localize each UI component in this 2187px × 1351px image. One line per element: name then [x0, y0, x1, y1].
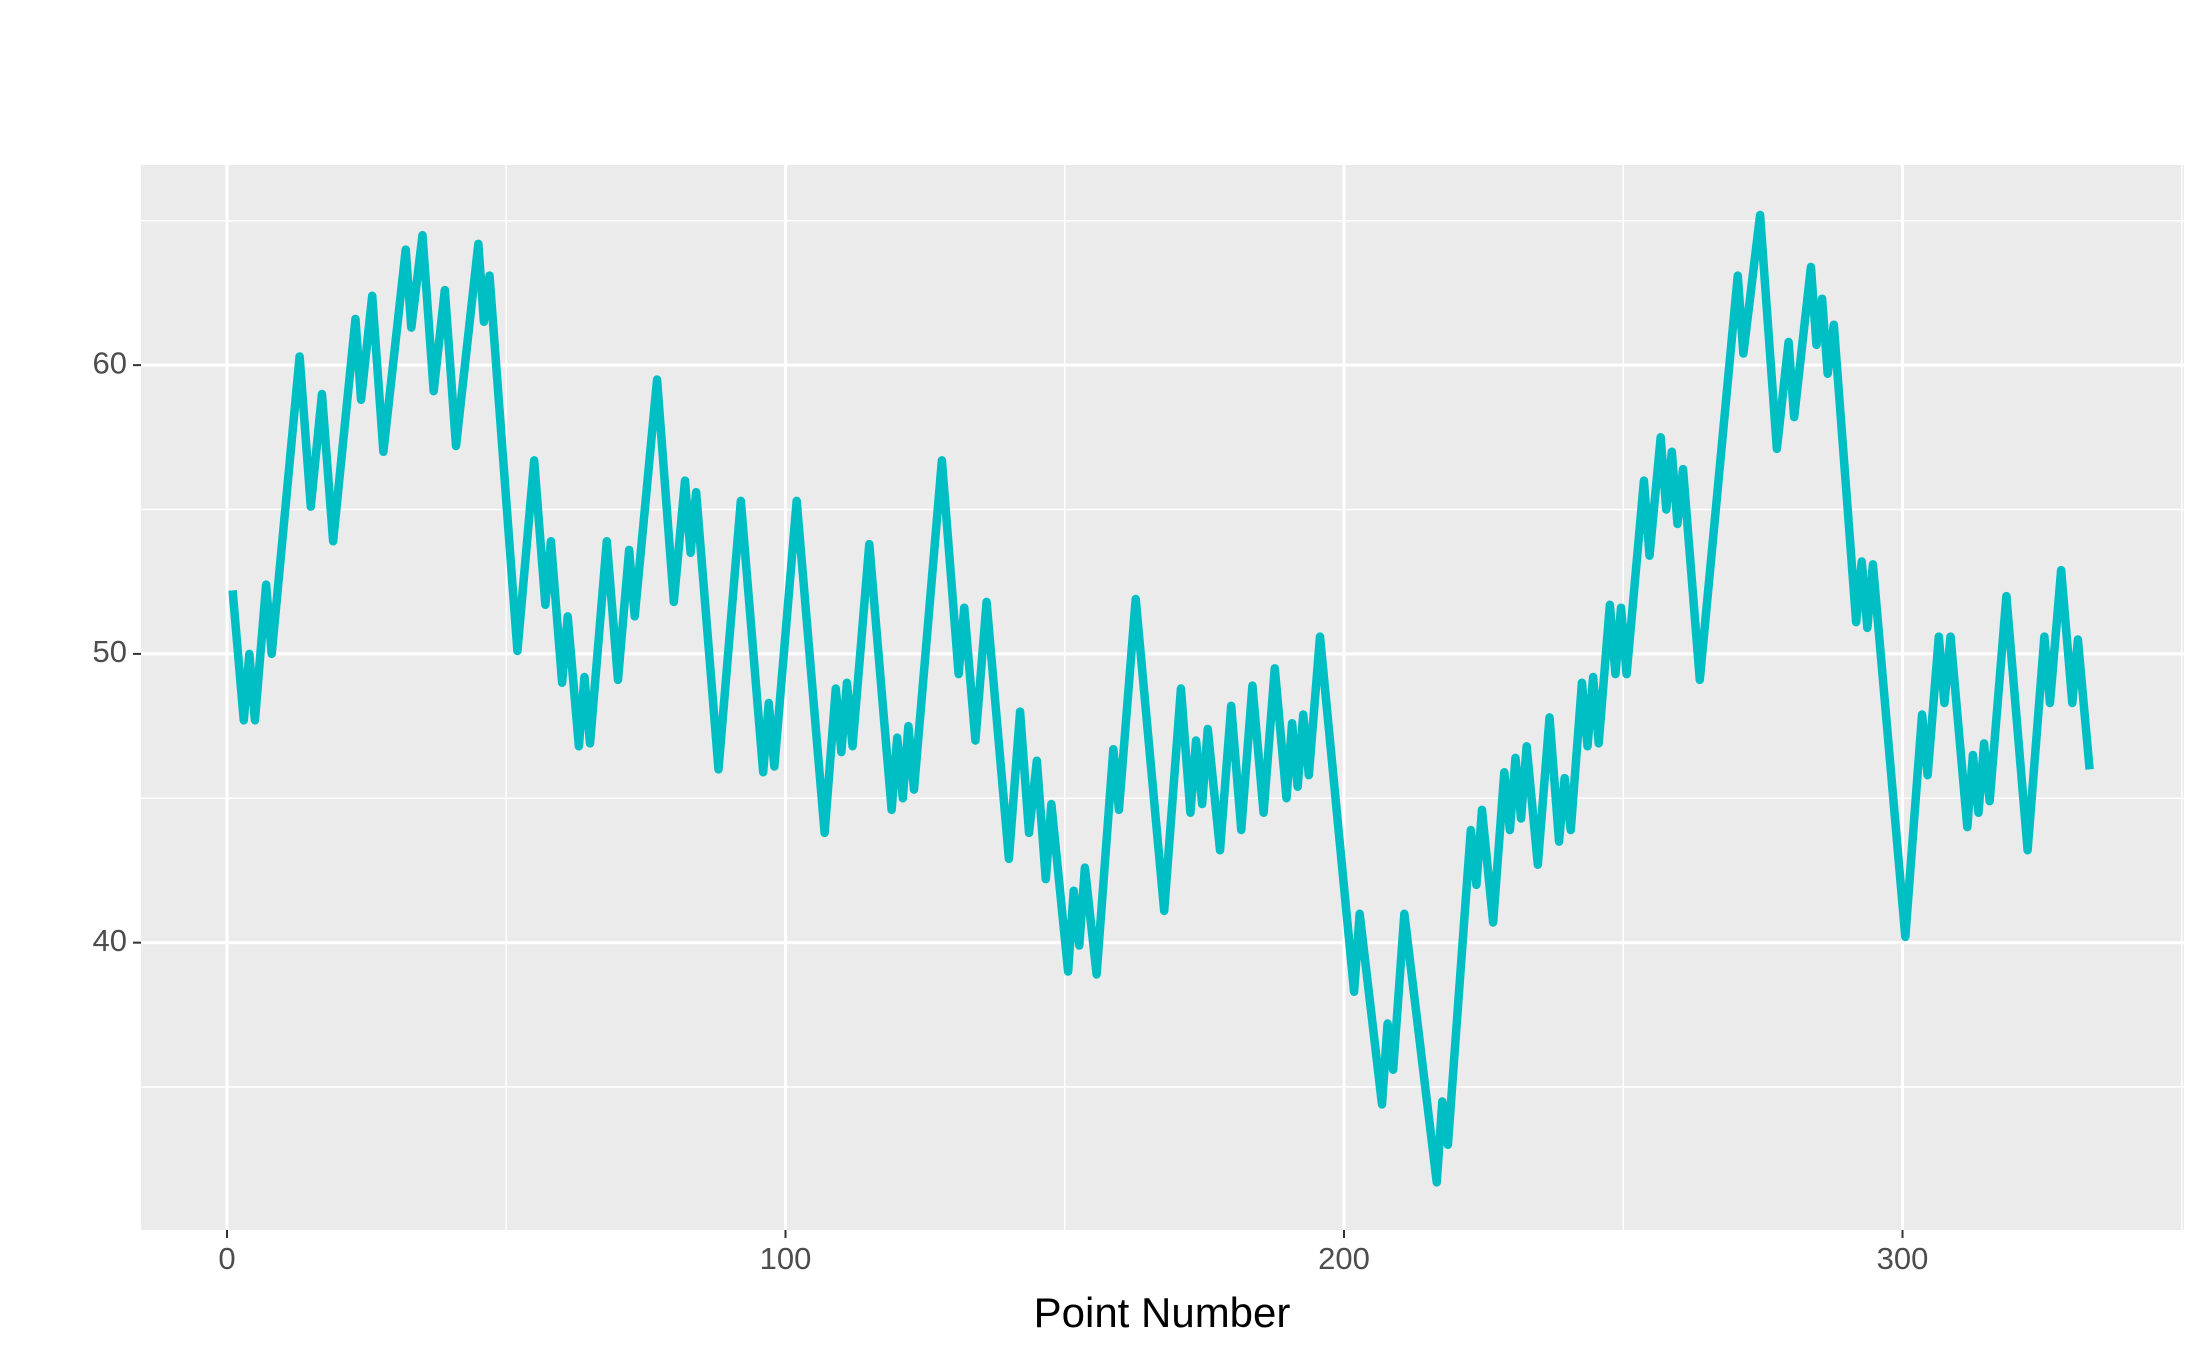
y-tick-label: 40	[93, 923, 127, 958]
x-tick-label: 0	[218, 1241, 235, 1276]
data-line	[228, 210, 2094, 1187]
x-tick-label: 200	[1318, 1241, 1370, 1276]
x-tick-label: 300	[1877, 1241, 1929, 1276]
x-axis-title: Point Number	[1034, 1289, 1291, 1336]
y-tick-label: 50	[93, 634, 127, 669]
panel	[141, 165, 2184, 1230]
y-tick-label: 60	[93, 345, 127, 380]
x-tick-label: 100	[760, 1241, 812, 1276]
